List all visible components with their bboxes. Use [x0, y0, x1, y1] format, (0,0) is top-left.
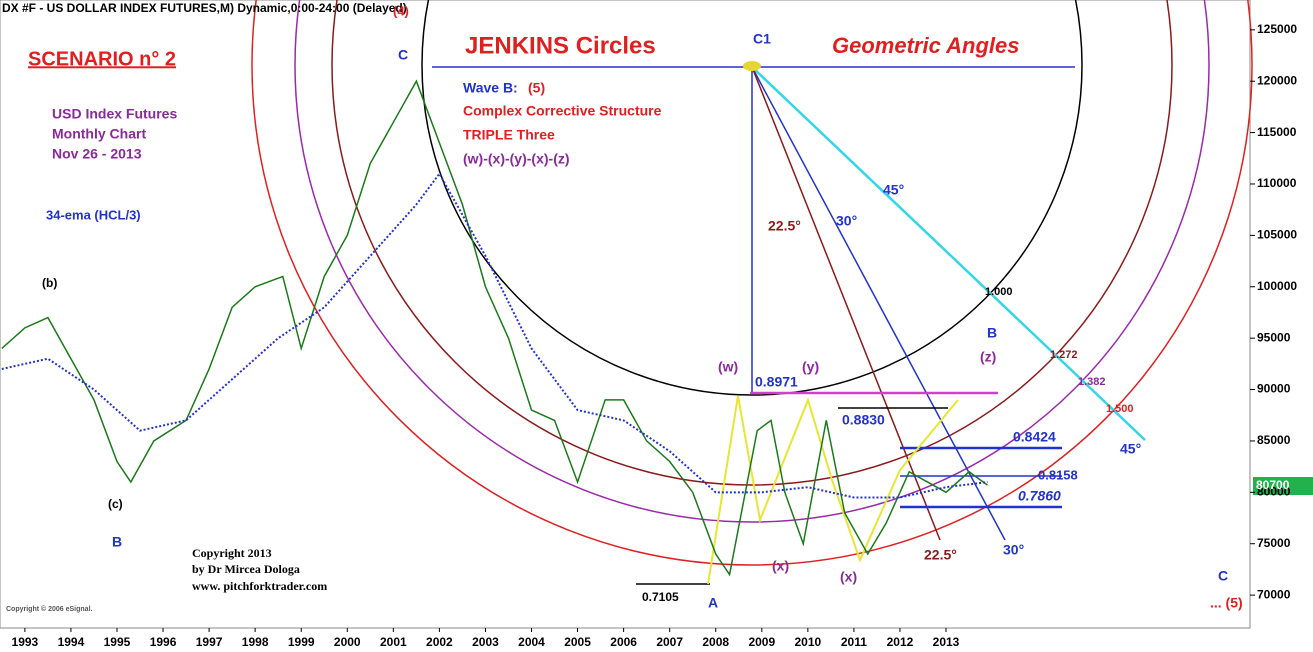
x-tick-label: 1995: [104, 635, 131, 649]
annotation: (w): [718, 359, 738, 375]
annotation: B: [987, 325, 997, 341]
annotation: TRIPLE Three: [463, 127, 555, 143]
annotation: C: [1218, 568, 1228, 584]
annotation: (b): [42, 276, 57, 290]
annotation: (z): [980, 349, 996, 365]
y-tick-label: 75000: [1257, 536, 1291, 550]
x-tick-label: 2001: [380, 635, 407, 649]
annotation: (4): [393, 3, 409, 18]
x-tick-label: 1994: [58, 635, 85, 649]
x-tick-label: 2008: [702, 635, 729, 649]
x-tick-label: 1999: [288, 635, 315, 649]
circle: [294, 0, 1210, 523]
y-tick-label: 115000: [1257, 125, 1297, 139]
annotation: Nov 26 - 2013: [52, 146, 142, 162]
annotation: 1.272: [1050, 349, 1078, 361]
annotation: 1.382: [1078, 376, 1106, 388]
wave-lines: [707, 395, 959, 585]
jenkins-circles: [251, 0, 1253, 566]
annotation: JENKINS Circles: [465, 32, 656, 59]
x-tick-label: 2005: [564, 635, 591, 649]
annotation: 45°: [883, 182, 904, 198]
x-tick-label: 2002: [426, 635, 453, 649]
series-line: [1, 79, 988, 577]
annotation: 22.5°: [924, 547, 957, 563]
annotation: 1.500: [1106, 403, 1134, 415]
angle-22: [751, 66, 941, 541]
annotation: 0.8971: [755, 374, 798, 390]
annotation: 22.5°: [768, 218, 801, 234]
y-tick-label: 90000: [1257, 382, 1291, 396]
x-tick-label: 2011: [841, 635, 867, 649]
annotation: USD Index Futures: [52, 106, 177, 122]
annotation: 0.8158: [1038, 467, 1078, 482]
annotation: Wave B:: [463, 80, 518, 96]
series-line: [1, 171, 988, 499]
y-tick-label: 110000: [1257, 176, 1297, 190]
annotation: SCENARIO n° 2: [28, 48, 176, 70]
circle: [331, 0, 1173, 486]
angle-lines: [432, 61, 1146, 585]
circle: [251, 0, 1253, 566]
annotation: (x): [840, 569, 857, 585]
annotation: www. pitchforktrader.com: [192, 579, 327, 593]
annotation: B: [112, 534, 122, 550]
annotation: 0.8830: [842, 412, 885, 428]
annotation: 45°: [1120, 441, 1141, 457]
x-tick-label: 2013: [933, 635, 960, 649]
annotation: (c): [108, 497, 123, 511]
annotation: Geometric Angles: [832, 33, 1019, 58]
annotation: 1.000: [985, 286, 1013, 298]
annotation: C: [398, 47, 408, 63]
annotation: Monthly Chart: [52, 126, 146, 142]
y-tick-label: 125000: [1257, 22, 1297, 36]
y-tick-label: 100000: [1257, 279, 1297, 293]
circle: [421, 0, 1083, 396]
x-tick-label: 2004: [518, 635, 545, 649]
y-tick-label: 95000: [1257, 330, 1291, 344]
annotation: (w)-(x)-(y)-(x)-(z): [463, 151, 570, 167]
annotation: Complex Corrective Structure: [463, 103, 662, 119]
annotation: (5): [528, 80, 545, 96]
y-tick-label: 120000: [1257, 73, 1297, 87]
annotation: 30°: [1003, 542, 1024, 558]
annotation: C1: [753, 31, 771, 47]
c1-point: [743, 61, 761, 71]
x-tick-label: 2000: [334, 635, 361, 649]
x-tick-label: 1996: [150, 635, 177, 649]
x-tick-label: 2006: [610, 635, 637, 649]
angle-30: [751, 66, 1006, 541]
annotation: (y): [802, 359, 819, 375]
annotation: A: [708, 595, 718, 611]
annotation: Copyright 2013: [192, 546, 272, 560]
price-tag: [1253, 477, 1313, 495]
annotation: Copyright © 2006 eSignal.: [6, 605, 93, 613]
annotation: 34-ema (HCL/3): [46, 207, 141, 222]
x-tick-label: 1993: [12, 635, 39, 649]
annotation: 0.8424: [1013, 429, 1056, 445]
annotation: ... (5): [1210, 595, 1243, 611]
x-tick-label: 1997: [196, 635, 223, 649]
price-tag-label: 80700: [1256, 478, 1290, 492]
x-tick-label: 2010: [794, 635, 821, 649]
annotation: 30°: [836, 213, 857, 229]
x-tick-label: 2007: [656, 635, 683, 649]
plot-area: [0, 0, 1251, 629]
y-tick-label: 80000: [1257, 484, 1291, 498]
x-tick-label: 2009: [748, 635, 775, 649]
x-tick-label: 2003: [472, 635, 499, 649]
chart-title: DX #F - US DOLLAR INDEX FUTURES,M) Dynam…: [2, 1, 407, 15]
x-tick-label: 2012: [887, 635, 914, 649]
y-tick-label: 70000: [1257, 587, 1291, 601]
annotation: (x): [772, 558, 789, 574]
annotation: 0.7860: [1018, 488, 1061, 504]
annotation: by Dr Mircea Dologa: [192, 562, 300, 576]
x-tick-label: 1998: [242, 635, 269, 649]
y-tick-label: 85000: [1257, 433, 1291, 447]
angle-45: [751, 66, 1146, 441]
y-tick-label: 105000: [1257, 228, 1297, 242]
annotation: 0.7105: [642, 590, 679, 604]
